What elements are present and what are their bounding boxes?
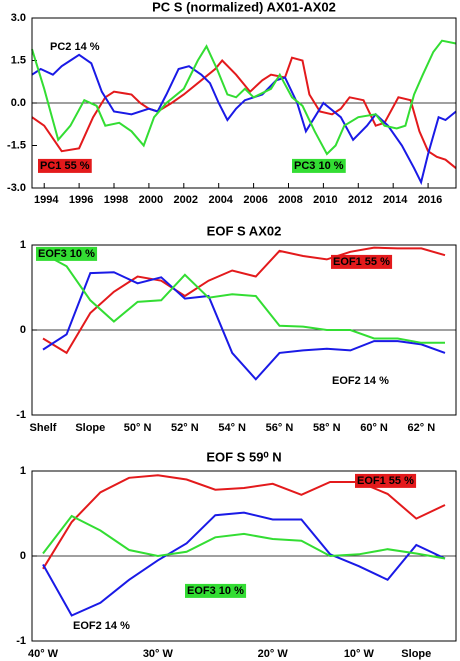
series-label-text: EOF1 55 % [333, 256, 390, 268]
x-tick-label: 58° N [313, 422, 341, 434]
x-tick-label: Shelf [30, 422, 57, 434]
x-tick-label: 1998 [104, 194, 128, 206]
series-label: EOF2 14 % [73, 620, 130, 632]
series-label-box [185, 583, 247, 598]
chart-title: EOF S AX02 [207, 223, 282, 238]
series-label-text: EOF2 14 % [332, 375, 389, 387]
plot-frame [31, 244, 457, 416]
x-tick-label: 2000 [139, 194, 163, 206]
series-line [31, 53, 457, 186]
plot-frame [31, 470, 457, 642]
series-line [31, 39, 457, 156]
x-tick-label: 20° W [258, 648, 289, 660]
series-label: EOF3 10 % [36, 246, 98, 261]
series-label-box [38, 158, 92, 173]
x-tick-label: 10° W [344, 648, 375, 660]
series-label-text: EOF3 10 % [38, 248, 95, 260]
x-tick-label: 2016 [418, 194, 442, 206]
series-line [42, 511, 446, 617]
x-tick-label: 2006 [243, 194, 267, 206]
x-tick-label: 2002 [174, 194, 198, 206]
x-tick-label: 2014 [383, 194, 408, 206]
y-tick-label: 1 [20, 465, 26, 477]
series-label: PC3 10 % [292, 158, 346, 173]
series-label: EOF1 55 % [331, 254, 393, 269]
series-label-box [331, 254, 393, 269]
x-tick-label: 30° W [143, 648, 174, 660]
y-tick-label: 3.0 [11, 12, 26, 24]
y-tick-label: 1.5 [11, 54, 26, 66]
chart-title: PC S (normalized) AX01-AX02 [152, 0, 336, 14]
x-tick-label: 2004 [208, 194, 233, 206]
x-tick-label: 54° N [218, 422, 246, 434]
x-tick-label: 62° N [408, 422, 436, 434]
x-tick-label: 1996 [69, 194, 93, 206]
x-tick-label: 2012 [348, 194, 372, 206]
series-line [42, 271, 446, 381]
y-tick-label: -1.5 [7, 139, 26, 151]
series-line [42, 252, 445, 344]
series-line [42, 514, 446, 560]
series-label: EOF2 14 % [332, 375, 389, 387]
series-label-box [355, 473, 417, 488]
y-tick-label: 0 [20, 550, 26, 562]
y-tick-label: 0 [20, 324, 26, 336]
series-label-text: PC2 14 % [50, 41, 100, 53]
x-tick-label: 52° N [171, 422, 199, 434]
series-line [42, 474, 446, 570]
x-tick-label: Slope [401, 648, 431, 660]
y-tick-label: 0.0 [11, 97, 26, 109]
x-tick-label: 2008 [278, 194, 302, 206]
x-tick-label: 1994 [34, 194, 59, 206]
series-label-text: EOF2 14 % [73, 620, 130, 632]
series-line [42, 246, 446, 355]
series-label-text: EOF1 55 % [357, 475, 414, 487]
y-tick-label: 1 [20, 239, 26, 251]
x-tick-label: Slope [75, 422, 105, 434]
series-label-box [36, 246, 98, 261]
plot-frame [31, 17, 457, 189]
x-tick-label: 50° N [124, 422, 152, 434]
series-label-text: PC3 10 % [294, 160, 344, 172]
x-tick-label: 2010 [313, 194, 337, 206]
series-label: EOF3 10 % [185, 583, 247, 598]
series-label-box [292, 158, 346, 173]
series-label: EOF1 55 % [355, 473, 417, 488]
x-tick-label: 60° N [360, 422, 388, 434]
y-tick-label: -1 [16, 635, 26, 647]
x-tick-label: 56° N [266, 422, 294, 434]
y-tick-label: -3.0 [7, 182, 26, 194]
y-tick-label: -1 [16, 409, 26, 421]
series-label: PC2 14 % [50, 41, 100, 53]
series-label-text: PC1 55 % [40, 160, 90, 172]
series-label: PC1 55 % [38, 158, 92, 173]
series-line [31, 56, 457, 169]
chart-title: EOF S 59⁰ N [206, 449, 281, 464]
series-label-text: EOF3 10 % [187, 585, 244, 597]
x-tick-label: 40° W [28, 648, 59, 660]
